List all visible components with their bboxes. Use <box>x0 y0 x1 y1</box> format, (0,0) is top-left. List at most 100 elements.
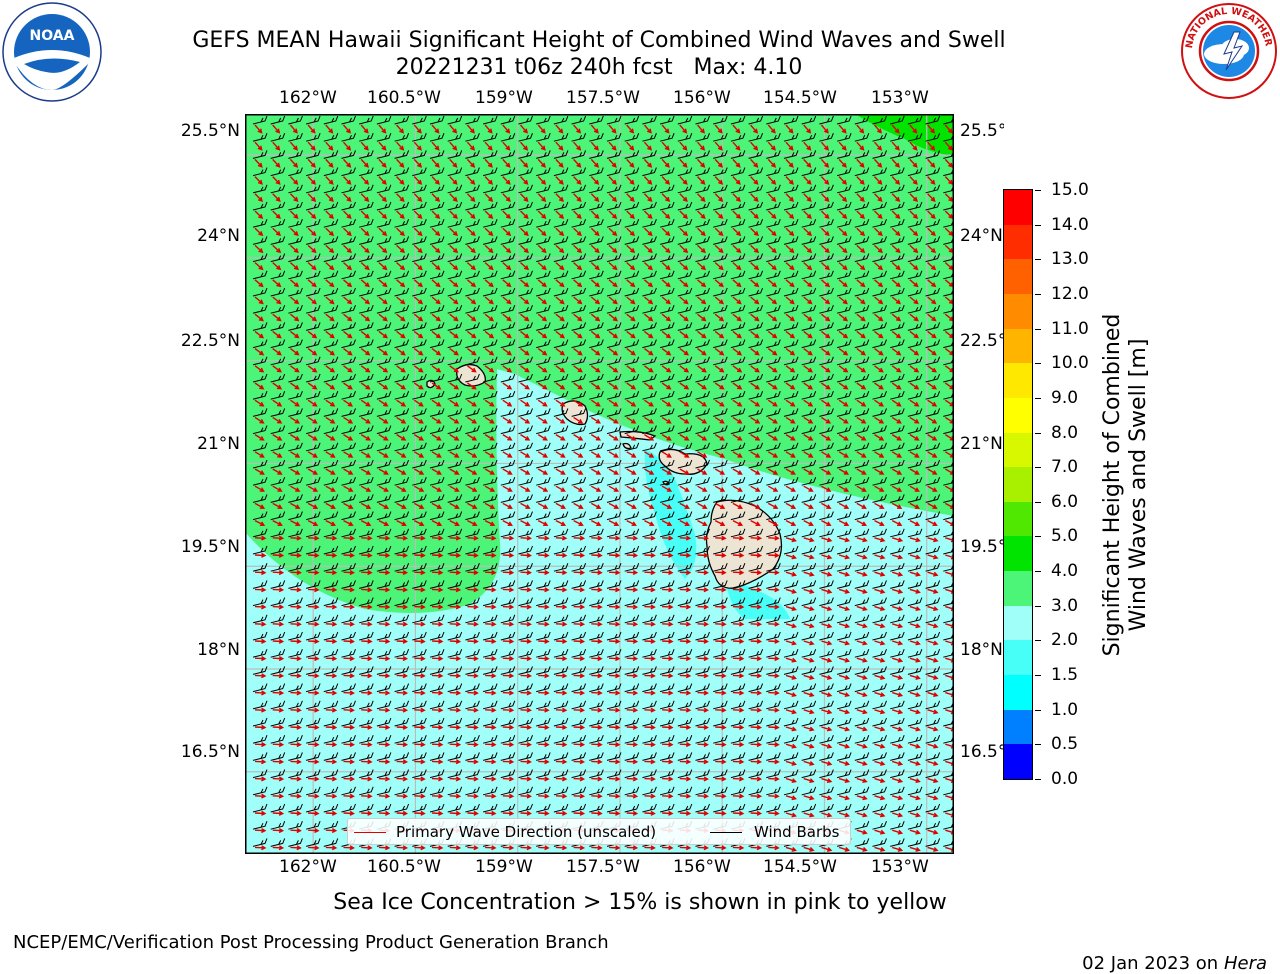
wind-barb <box>819 752 834 761</box>
wind-barb <box>589 184 604 194</box>
colorbar-tick-mark <box>1035 709 1041 711</box>
wave-arrow <box>502 810 515 816</box>
wave-arrow <box>821 726 833 732</box>
wave-arrow <box>272 638 285 644</box>
wind-barb <box>624 511 640 521</box>
wind-barb <box>695 459 710 469</box>
wind-barb <box>536 201 551 211</box>
wind-barb <box>589 494 604 503</box>
wave-arrow <box>325 416 336 424</box>
wind-barb <box>872 580 887 589</box>
wind-barb <box>359 459 374 469</box>
wave-arrow <box>608 262 618 271</box>
wave-arrow <box>608 244 618 254</box>
wind-barb <box>801 356 817 366</box>
wave-arrow <box>343 279 353 288</box>
wave-arrow <box>449 673 462 679</box>
wave-arrow <box>590 485 602 492</box>
wind-barb <box>766 717 781 727</box>
wave-arrow <box>414 724 426 730</box>
wind-barb <box>518 442 533 452</box>
wind-barb <box>341 115 356 125</box>
wave-arrow <box>785 709 797 715</box>
wave-arrow <box>714 279 724 288</box>
wave-arrow <box>555 296 565 305</box>
wind-barb <box>518 270 533 280</box>
wind-barb <box>606 425 622 435</box>
colorbar-tick-label: 0.0 <box>1051 769 1079 789</box>
wave-arrow <box>856 330 866 339</box>
wave-arrow <box>821 537 833 543</box>
wave-arrow <box>254 158 263 168</box>
wind-barb <box>518 219 533 228</box>
wave-arrow <box>254 604 267 610</box>
wind-barb <box>252 442 268 452</box>
wave-arrow <box>555 552 568 558</box>
wave-arrow <box>874 657 886 663</box>
wave-arrow <box>449 434 460 441</box>
wind-barb <box>447 201 463 211</box>
wind-barb <box>642 253 657 263</box>
wave-arrow <box>254 365 265 373</box>
wave-arrow <box>891 829 904 835</box>
wave-arrow <box>821 605 833 612</box>
wind-barb <box>571 373 587 383</box>
wind-barb <box>748 201 764 211</box>
wind-barb <box>252 528 268 538</box>
wind-barb <box>677 494 693 503</box>
wave-arrow <box>272 673 285 679</box>
wind-barb <box>341 339 356 349</box>
wind-barb <box>376 803 392 813</box>
wave-arrow <box>662 535 674 541</box>
wind-barb <box>659 287 675 297</box>
wave-arrow <box>573 690 586 696</box>
wave-arrow <box>732 262 742 271</box>
wave-arrow <box>325 399 336 407</box>
wave-arrow <box>378 552 391 558</box>
wave-arrow <box>750 451 761 458</box>
wave-arrow <box>290 587 302 593</box>
wind-barb <box>783 563 799 572</box>
wind-barb <box>766 305 781 314</box>
wind-barb <box>890 666 905 675</box>
wind-barb <box>465 133 480 142</box>
wind-barb <box>766 683 781 693</box>
wind-barb <box>536 305 551 314</box>
wind-barb <box>394 270 410 280</box>
wind-barb <box>836 133 852 142</box>
wave-arrow <box>573 810 586 816</box>
wind-barb <box>766 219 781 228</box>
wind-barb <box>341 219 356 228</box>
wind-barb <box>482 563 498 572</box>
wind-barb <box>394 786 410 796</box>
wave-arrow <box>626 707 639 713</box>
wind-barb <box>323 477 339 486</box>
wave-arrow <box>396 296 406 305</box>
wind-barb <box>730 459 746 469</box>
wind-barb <box>553 322 569 331</box>
wind-barb <box>412 683 427 693</box>
wind-barb <box>252 511 268 521</box>
wind-barb <box>270 649 286 658</box>
wind-barb <box>713 201 728 211</box>
wind-barb <box>642 649 657 658</box>
wave-arrow <box>714 176 724 185</box>
wave-arrow <box>254 176 263 185</box>
wind-barb <box>465 219 480 228</box>
wave-arrow <box>449 382 460 390</box>
wind-barb <box>571 563 587 572</box>
wind-barb <box>730 597 746 607</box>
wind-barb <box>589 631 604 641</box>
wave-arrow <box>502 656 515 662</box>
wave-arrow <box>590 365 601 373</box>
wind-barb <box>252 683 268 693</box>
wind-barb <box>447 356 463 366</box>
wave-arrow <box>449 845 462 851</box>
wave-arrow <box>360 227 370 237</box>
wave-arrow <box>874 434 885 441</box>
wind-barb <box>642 803 657 813</box>
wave-arrow <box>838 554 851 560</box>
wind-barb <box>482 339 498 349</box>
wind-barb <box>854 803 870 813</box>
wave-arrow <box>308 690 320 696</box>
